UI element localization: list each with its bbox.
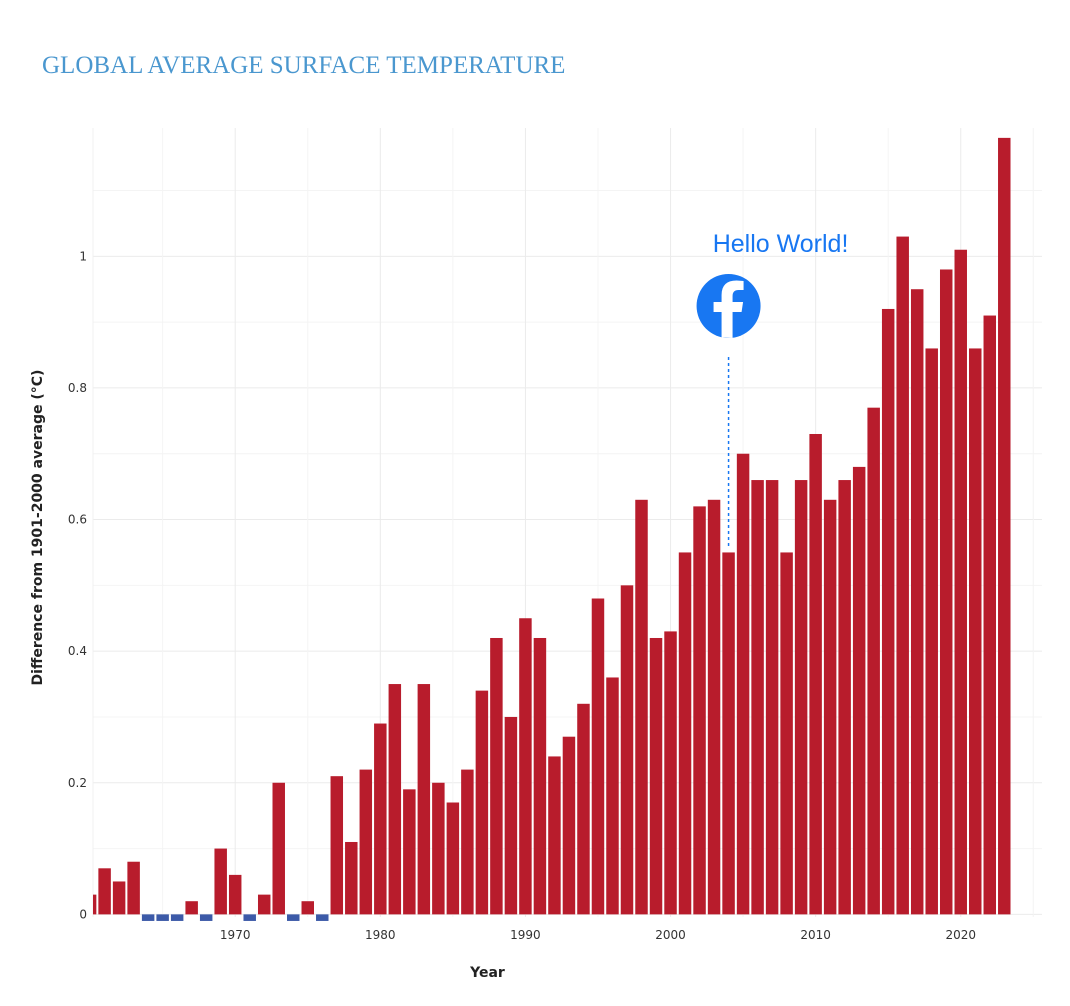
- bar-1987[interactable]: [475, 690, 489, 915]
- y-tick-label: 0.8: [68, 381, 87, 395]
- bar-1996[interactable]: [606, 677, 619, 915]
- bar-1968[interactable]: [199, 914, 213, 921]
- bar-1997[interactable]: [620, 585, 634, 915]
- bar-2013[interactable]: [852, 466, 866, 915]
- y-axis-title: Difference from 1901-2000 average (°C): [30, 370, 46, 686]
- bar-2001[interactable]: [678, 552, 692, 915]
- bar-1990[interactable]: [519, 618, 532, 915]
- bar-2022[interactable]: [983, 315, 997, 915]
- y-tick-labels: 0 0.2 0.4 0.6 0.8 1: [68, 249, 87, 921]
- bar-1977[interactable]: [330, 776, 344, 915]
- bar-2015[interactable]: [881, 308, 895, 915]
- y-tick-label: 0.6: [68, 513, 87, 527]
- bar-2007[interactable]: [765, 480, 779, 915]
- bar-1978[interactable]: [345, 841, 358, 915]
- bar-1998[interactable]: [635, 499, 648, 915]
- bar-2017[interactable]: [910, 289, 924, 915]
- bar-1960[interactable]: [93, 894, 97, 915]
- bar-1962[interactable]: [112, 881, 126, 915]
- x-tick-labels: 1970 1980 1990 2000 2010 2020: [220, 928, 976, 942]
- bar-2006[interactable]: [751, 480, 764, 915]
- bar-2012[interactable]: [838, 480, 851, 915]
- x-tick-label: 2010: [800, 928, 831, 942]
- bar-1995[interactable]: [591, 598, 605, 915]
- bar-2008[interactable]: [780, 552, 793, 915]
- bar-1966[interactable]: [170, 914, 184, 921]
- annotation[interactable]: Hello World!: [696, 230, 849, 549]
- x-tick-label: 2000: [655, 928, 686, 942]
- y-tick-label: 0.2: [68, 776, 87, 790]
- y-tick-label: 0: [79, 907, 87, 921]
- bar-1994[interactable]: [577, 703, 590, 915]
- annotation-label: Hello World!: [713, 230, 849, 258]
- bar-1971[interactable]: [243, 914, 256, 921]
- bar-1983[interactable]: [417, 684, 431, 915]
- bar-1967[interactable]: [185, 901, 198, 915]
- bar-2020[interactable]: [954, 249, 967, 915]
- bar-1984[interactable]: [432, 782, 445, 915]
- bar-1982[interactable]: [403, 789, 416, 915]
- bar-2019[interactable]: [939, 269, 953, 915]
- facebook-icon[interactable]: [696, 274, 761, 338]
- y-tick-label: 0.4: [68, 644, 87, 658]
- bar-1976[interactable]: [316, 914, 329, 921]
- x-axis-title: Year: [469, 965, 505, 981]
- bar-2011[interactable]: [823, 499, 837, 915]
- bar-1961[interactable]: [98, 868, 111, 915]
- y-tick-label: 1: [79, 249, 87, 263]
- bar-1969[interactable]: [214, 848, 227, 915]
- bar-1999[interactable]: [649, 637, 663, 915]
- bar-1970[interactable]: [228, 874, 242, 915]
- bar-2018[interactable]: [925, 348, 938, 915]
- bar-1991[interactable]: [533, 637, 547, 915]
- bar-1981[interactable]: [388, 684, 402, 915]
- bar-2009[interactable]: [794, 480, 808, 915]
- bar-1965[interactable]: [156, 914, 169, 921]
- bar-1963[interactable]: [127, 861, 140, 915]
- bar-2004[interactable]: [722, 552, 735, 915]
- bar-2002[interactable]: [693, 506, 706, 915]
- bar-1993[interactable]: [562, 736, 576, 915]
- bar-2003[interactable]: [707, 499, 721, 915]
- x-tick-label: 1980: [365, 928, 396, 942]
- bar-2000[interactable]: [664, 631, 677, 915]
- chart-title: GLOBAL AVERAGE SURFACE TEMPERATURE: [42, 52, 566, 79]
- bar-2014[interactable]: [867, 407, 880, 915]
- bar-1972[interactable]: [257, 894, 271, 915]
- bar-2023[interactable]: [998, 137, 1011, 915]
- x-tick-label: 1990: [510, 928, 541, 942]
- bar-1985[interactable]: [446, 802, 460, 915]
- x-tick-label: 2020: [945, 928, 976, 942]
- bar-1980[interactable]: [374, 723, 387, 915]
- bar-1975[interactable]: [301, 901, 314, 915]
- bar-1974[interactable]: [287, 914, 300, 921]
- bar-1973[interactable]: [272, 782, 285, 915]
- bar-2016[interactable]: [896, 236, 909, 915]
- bar-1989[interactable]: [504, 716, 518, 915]
- x-tick-label: 1970: [220, 928, 251, 942]
- bar-1986[interactable]: [461, 769, 474, 915]
- bar-2010[interactable]: [809, 433, 822, 915]
- bar-1988[interactable]: [490, 637, 503, 915]
- bar-1992[interactable]: [548, 756, 561, 915]
- bar-1964[interactable]: [141, 914, 155, 921]
- bar-1979[interactable]: [359, 769, 373, 915]
- bar-series: [93, 137, 1011, 921]
- bar-2021[interactable]: [969, 348, 982, 915]
- bar-2005[interactable]: [736, 453, 750, 915]
